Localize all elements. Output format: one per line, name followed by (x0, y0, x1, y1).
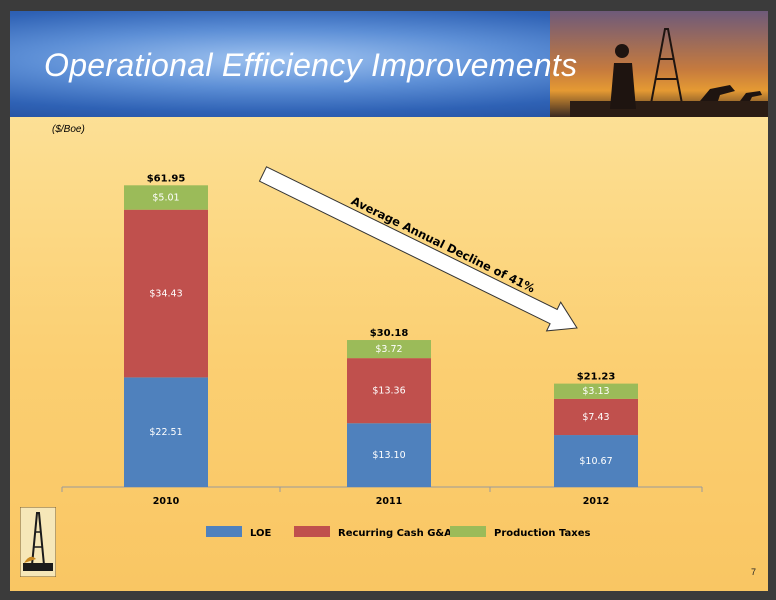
bar-total-label: $21.23 (577, 372, 616, 383)
bar-value-label: $13.36 (372, 386, 405, 397)
x-tick-label: 2012 (583, 496, 609, 507)
bar-total-label: $61.95 (147, 173, 186, 184)
bar-value-label: $13.10 (372, 450, 405, 461)
x-tick-label: 2010 (153, 496, 180, 507)
bar-value-label: $34.43 (149, 289, 182, 300)
bar-segment (124, 185, 208, 210)
page-title: Operational Efficiency Improvements (44, 47, 578, 83)
legend-swatch (206, 526, 242, 537)
unit-label: ($/Boe) (52, 124, 85, 135)
bar-value-label: $10.67 (579, 456, 612, 467)
bar-segment (347, 358, 431, 424)
legend-label: Recurring Cash G&A (338, 528, 452, 539)
bar-value-label: $5.01 (152, 193, 179, 204)
legend-label: Production Taxes (494, 528, 591, 539)
decline-arrow-graphic: Average Annual Decline of 41% (258, 166, 578, 332)
bar-total-label: $30.18 (370, 328, 409, 339)
legend-swatch (294, 526, 330, 537)
bar-value-label: $3.13 (582, 386, 609, 397)
oil-rig-silhouette-image (570, 28, 768, 117)
legend-label: LOE (250, 528, 272, 539)
bar-segment (554, 435, 638, 487)
decline-arrow: Average Annual Decline of 41% (255, 166, 615, 355)
company-logo (20, 507, 56, 577)
legend-swatch (450, 526, 486, 537)
bar-segment (347, 423, 431, 487)
title-banner: Operational Efficiency Improvements (10, 11, 768, 117)
bar-value-label: $7.43 (582, 412, 609, 423)
x-tick-label: 2011 (376, 496, 402, 507)
decline-annotation: Average Annual Decline of 41% (349, 194, 538, 296)
bar-segment (124, 377, 208, 487)
bar-value-label: $3.72 (375, 344, 402, 355)
stacked-bar-chart: $22.51 $34.43 $5.01 $61.95 2010 $13.10 $13.36 $… (61, 173, 703, 539)
page-number: 7 (750, 567, 756, 577)
bar-segment (554, 383, 638, 399)
bar-segment (124, 209, 208, 378)
bar-value-label: $22.51 (149, 427, 182, 438)
bar-segment (347, 340, 431, 359)
bar-segment (554, 398, 638, 436)
slide-body: Operational Efficiency Improvements ($/B… (10, 11, 768, 591)
